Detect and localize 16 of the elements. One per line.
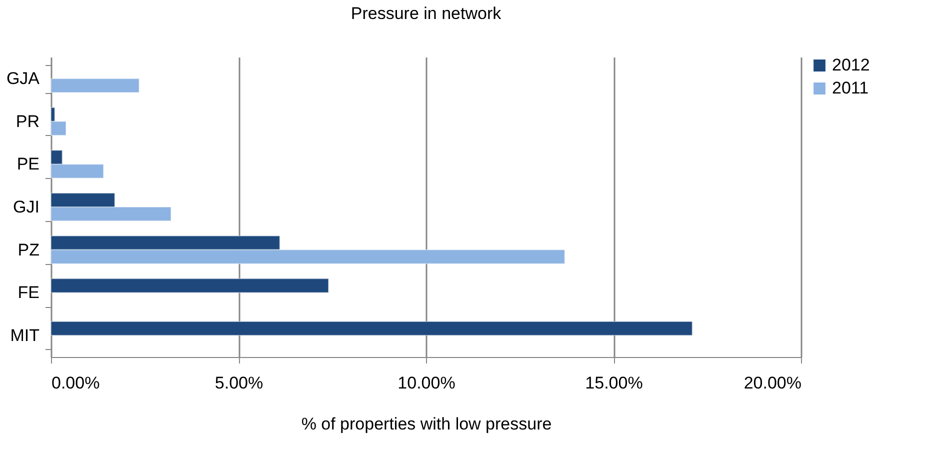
x-tick-label: 15.00% <box>585 374 643 392</box>
y-tick-label: PR <box>16 112 40 131</box>
y-tick-label: GJA <box>6 69 40 88</box>
legend-label: 2011 <box>832 78 869 98</box>
y-tick-label: GJI <box>13 198 40 216</box>
x-tick-label: 5.00% <box>214 374 264 392</box>
x-tick-label: 0.00% <box>52 374 100 392</box>
chart-title: Pressure in network <box>350 4 502 23</box>
legend-label: 2012 <box>832 56 870 74</box>
x-tick-label: 20.00% <box>744 374 802 392</box>
y-tick-label: PZ <box>18 240 40 260</box>
x-axis-title: % of properties with low pressure <box>301 414 552 434</box>
y-tick-label: FE <box>18 283 40 302</box>
y-tick-label: PE <box>16 154 40 174</box>
y-tick-label: MIT <box>10 326 40 345</box>
x-tick-label: 10.00% <box>398 374 456 392</box>
